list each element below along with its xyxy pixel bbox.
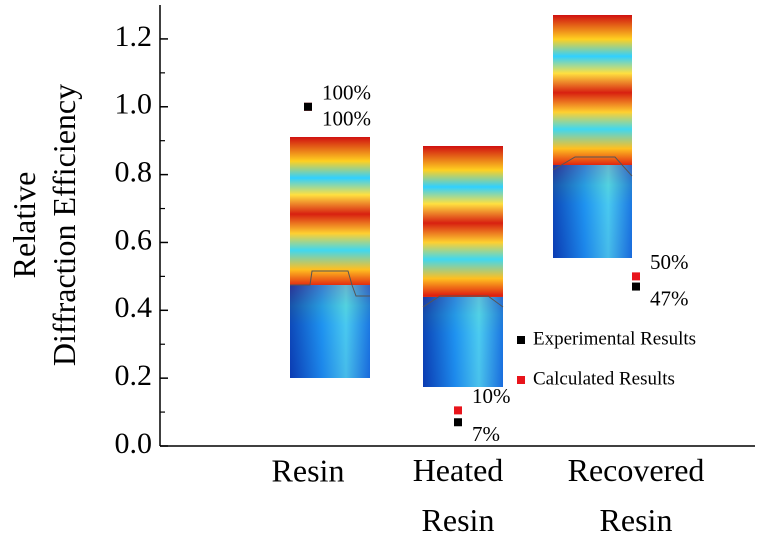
- point: [454, 418, 462, 427]
- y-label-line: Relative: [6, 172, 42, 279]
- y-tick-label: 0.4: [115, 291, 153, 324]
- value-label: 47%: [650, 286, 689, 310]
- y-tick-label: 1.2: [115, 20, 153, 53]
- legend-label: Experimental Results: [533, 328, 696, 349]
- legend-marker: [517, 336, 525, 344]
- y-tick-label: 0.8: [115, 156, 153, 189]
- value-label: 10%: [472, 384, 511, 408]
- point: [632, 272, 640, 281]
- y-tick-label: 0.0: [115, 427, 153, 460]
- point: [304, 102, 312, 111]
- legend-marker: [517, 376, 525, 384]
- point: [454, 406, 462, 415]
- x-tick-label: Heated Resin: [413, 452, 504, 538]
- legend-label: Calculated Results: [533, 368, 675, 389]
- value-label: 50%: [650, 250, 689, 274]
- x-tick-label: Resin: [272, 452, 345, 488]
- value-label: 7%: [472, 422, 500, 446]
- value-label: 100%: [322, 81, 371, 105]
- y-tick-label: 0.6: [115, 223, 153, 256]
- inset-images: [290, 15, 633, 387]
- y-axis-label: Relative Diffraction Efficiency: [6, 84, 82, 366]
- y-tick-label: 0.2: [115, 359, 153, 392]
- y-label-line: Diffraction Efficiency: [46, 84, 82, 366]
- point: [632, 282, 640, 291]
- value-label: 100%: [322, 107, 371, 131]
- y-tick-label: 1.0: [115, 88, 153, 121]
- x-tick-label: Recovered Resin: [568, 452, 705, 538]
